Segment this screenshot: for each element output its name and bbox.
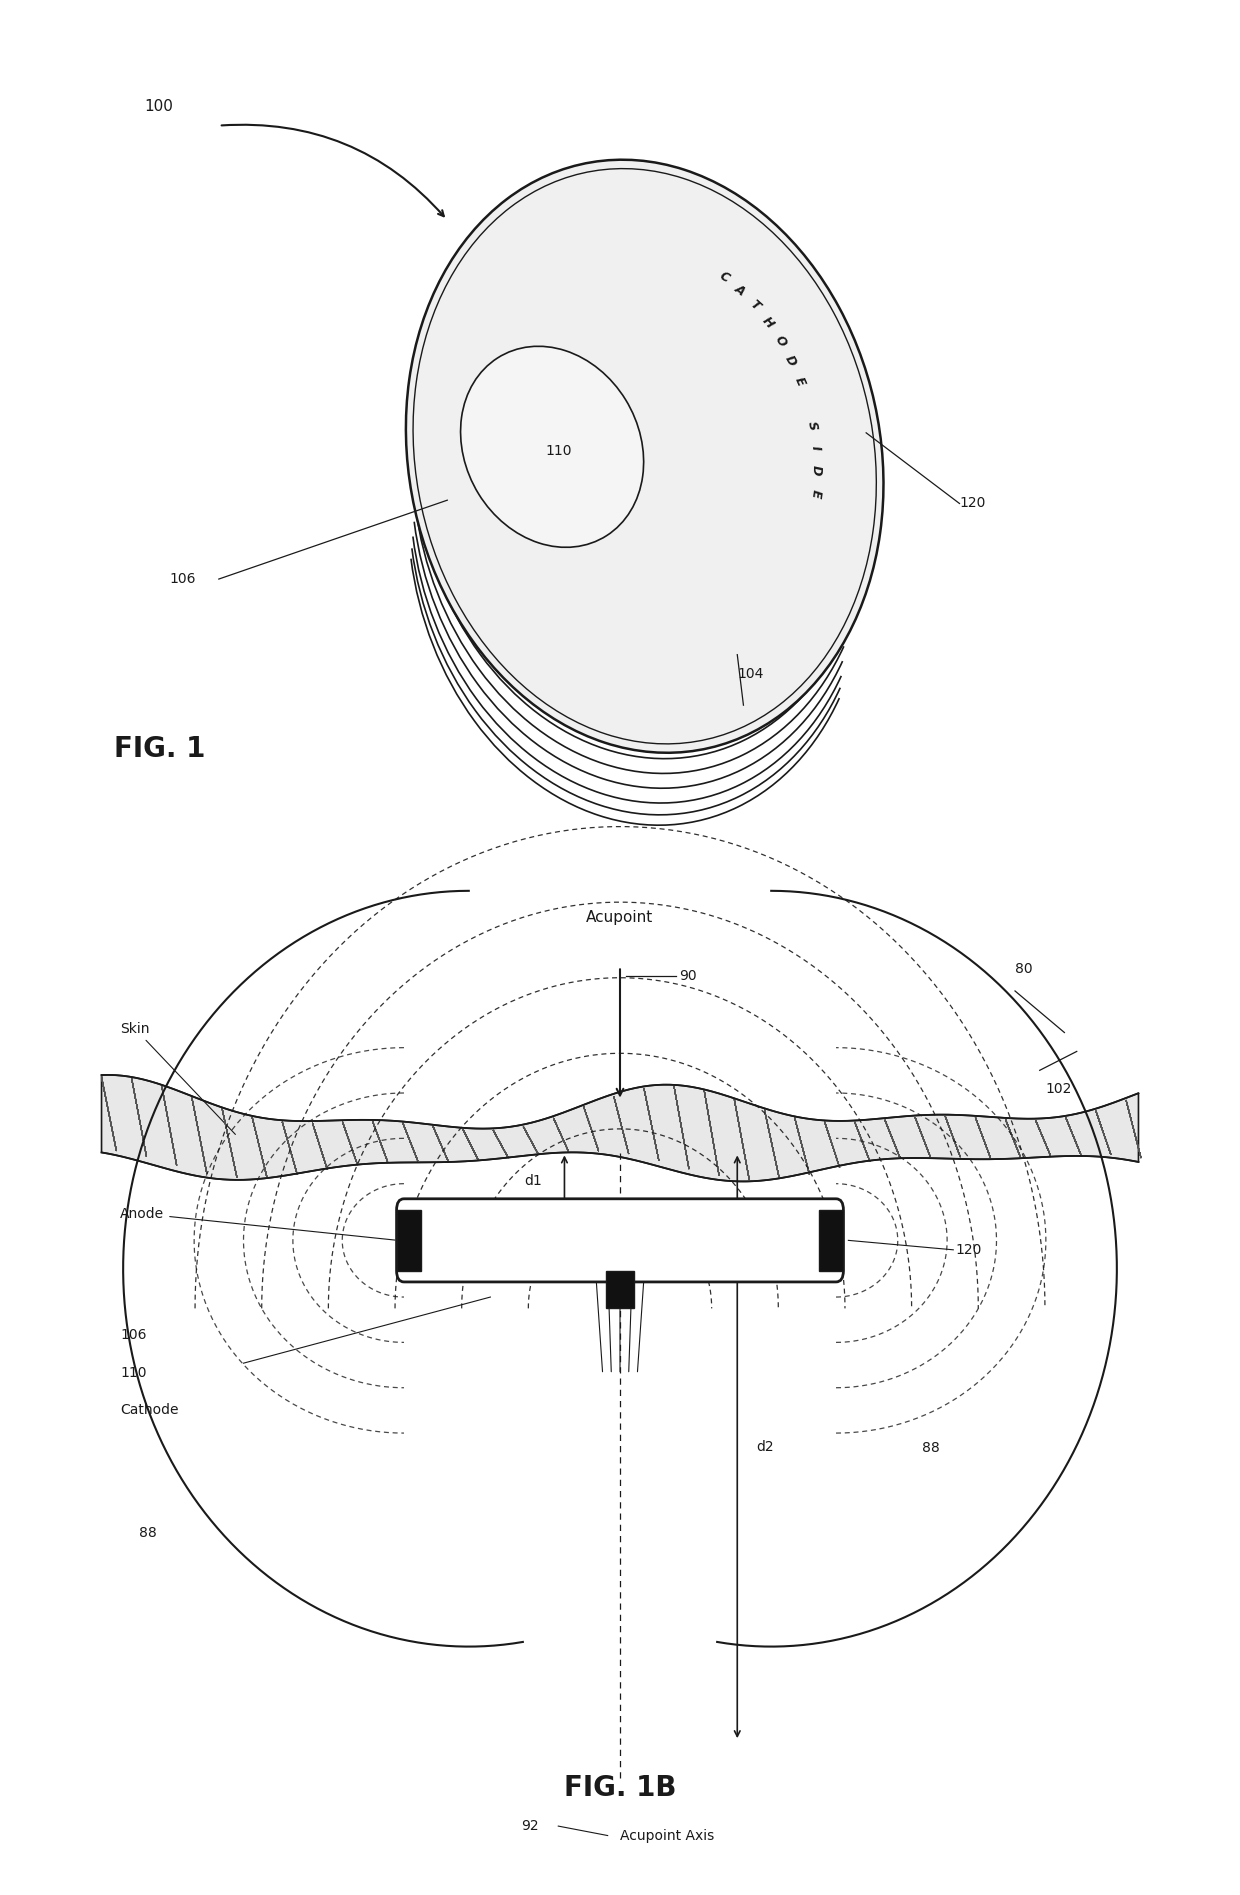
Text: FIG. 1: FIG. 1 bbox=[114, 735, 206, 764]
Text: FIG. 1B: FIG. 1B bbox=[564, 1774, 676, 1802]
Text: 100: 100 bbox=[145, 99, 174, 114]
Text: E: E bbox=[808, 489, 823, 498]
Bar bbox=[397, 1211, 422, 1270]
Text: d1: d1 bbox=[525, 1175, 542, 1188]
Text: S: S bbox=[805, 419, 818, 430]
Bar bbox=[606, 1270, 634, 1308]
Text: 104: 104 bbox=[738, 667, 764, 680]
Text: T: T bbox=[748, 298, 763, 313]
Text: C: C bbox=[717, 269, 732, 284]
Text: H: H bbox=[760, 315, 776, 332]
Text: 102: 102 bbox=[1045, 1082, 1073, 1095]
Text: 120: 120 bbox=[956, 1243, 982, 1256]
Text: 90: 90 bbox=[680, 968, 697, 984]
Text: D: D bbox=[810, 466, 823, 476]
Text: 106: 106 bbox=[170, 572, 196, 586]
Text: Skin: Skin bbox=[120, 1021, 236, 1135]
Text: Acupoint Axis: Acupoint Axis bbox=[620, 1829, 714, 1842]
Ellipse shape bbox=[405, 159, 883, 752]
Text: 88: 88 bbox=[923, 1442, 940, 1455]
Text: A: A bbox=[733, 282, 748, 299]
Text: D: D bbox=[782, 352, 799, 368]
Text: E: E bbox=[792, 375, 807, 388]
Text: 92: 92 bbox=[521, 1819, 539, 1832]
Polygon shape bbox=[102, 1074, 1138, 1181]
Text: Acupoint: Acupoint bbox=[587, 910, 653, 925]
Text: Cathode: Cathode bbox=[120, 1404, 179, 1417]
Text: 110: 110 bbox=[546, 443, 572, 457]
Text: 80: 80 bbox=[1016, 963, 1033, 976]
Text: d2: d2 bbox=[756, 1440, 774, 1453]
Text: I: I bbox=[808, 445, 822, 451]
Text: O: O bbox=[771, 334, 789, 349]
Text: Anode: Anode bbox=[120, 1207, 396, 1239]
FancyBboxPatch shape bbox=[397, 1200, 843, 1281]
Text: 106: 106 bbox=[120, 1328, 146, 1342]
Text: 88: 88 bbox=[139, 1525, 156, 1541]
Ellipse shape bbox=[460, 347, 644, 548]
Text: 110: 110 bbox=[120, 1366, 146, 1380]
Text: 120: 120 bbox=[960, 496, 986, 510]
Bar bbox=[818, 1211, 843, 1270]
